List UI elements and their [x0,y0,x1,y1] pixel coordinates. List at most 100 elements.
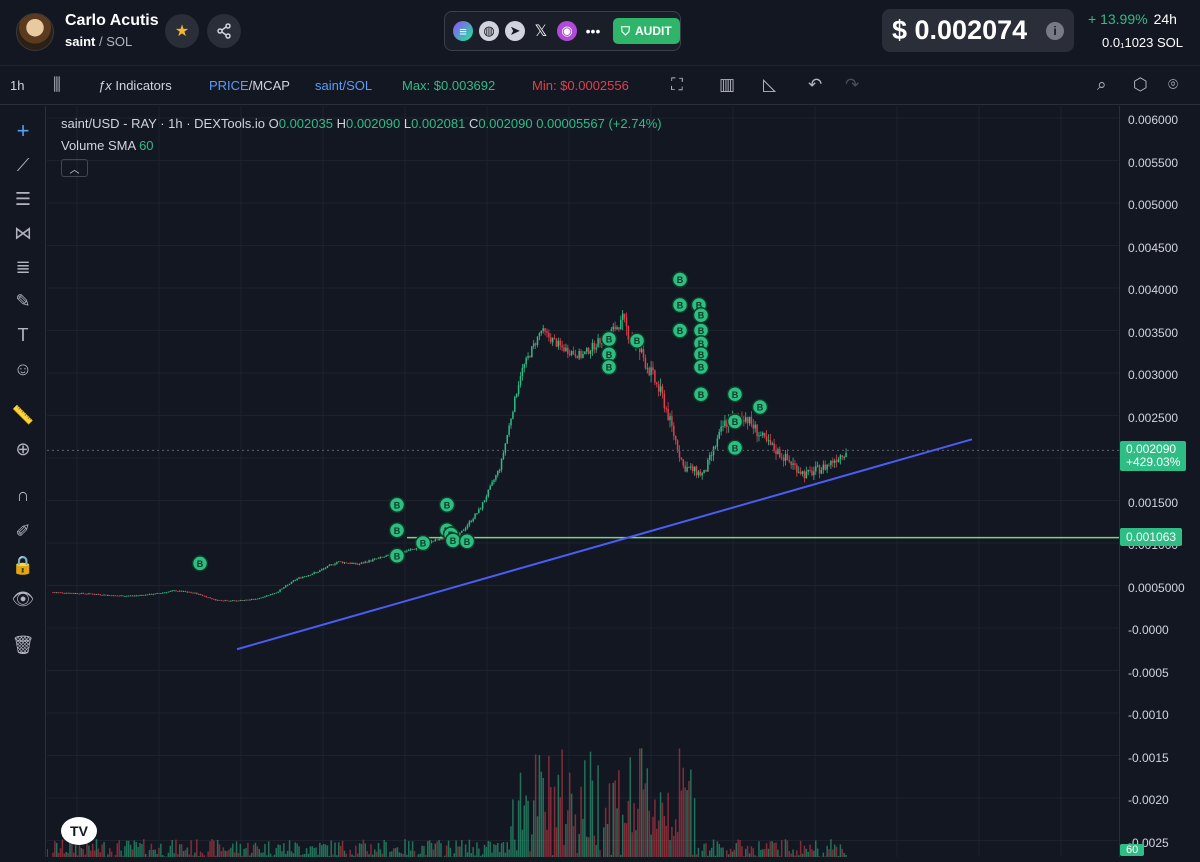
candle-body [575,354,576,356]
volume-bar [804,846,805,857]
undo-icon[interactable]: ↶ [808,75,822,95]
candle-body [215,599,216,600]
volume-bar [243,849,244,857]
volume-bar [771,841,772,857]
redo-icon[interactable]: ↷ [845,75,859,95]
candle-body [544,328,545,331]
volume-bar [741,846,742,857]
lock-drawing-icon[interactable]: ✐ [10,518,36,544]
volume-bar [255,843,256,857]
price-mcap-toggle[interactable]: PRICE/MCAP [209,78,290,93]
candle-body [209,597,210,598]
candle-body [139,595,140,596]
candle-body [766,437,767,441]
candle-body [126,596,127,597]
chart-canvas[interactable]: BBBBBBBBBBBBBBBBBBBBBBBBBBBB [47,106,1119,857]
candle-body [170,591,171,592]
ruler-icon[interactable]: 📏 [10,402,36,428]
volume-bar [436,841,437,857]
candle-body [156,593,157,594]
candle-body [200,594,201,595]
trash-icon[interactable]: 🗑 [10,632,36,658]
magnet-icon[interactable]: ∩ [10,482,36,508]
candle-body [773,443,774,450]
tradingview-logo[interactable]: TV [61,817,97,845]
volume-bar [766,843,767,857]
candle-body [804,471,805,478]
candle-body [554,338,555,339]
volume-bar [792,850,793,857]
candle-body [503,453,504,459]
collapse-legend-button[interactable]: ︿ [61,159,88,177]
platform-icon[interactable]: ◉ [557,21,577,41]
candle-body [828,465,829,466]
axis-tick: 0.005000 [1128,198,1178,212]
volume-bar [711,848,712,857]
volume-bar [578,834,579,857]
buy-marker-label: B [698,350,705,360]
volume-bar [493,844,494,857]
candle-body [463,530,464,531]
audit-button[interactable]: ⛉AUDIT [613,18,680,44]
share-button[interactable] [207,14,241,48]
buy-marker-label: B [677,275,684,285]
telegram-icon[interactable]: ➤ [505,21,525,41]
trend-line-icon[interactable]: ⟋ [10,152,36,178]
volume-bar [194,853,195,857]
candle-body [508,426,509,435]
line-chart-icon[interactable]: ◺ [763,75,776,95]
volume-bar [67,853,68,857]
volume-bar [111,852,112,857]
candle-body [370,560,371,561]
x-icon[interactable]: 𝕏 [531,21,551,41]
volume-bar [374,849,375,857]
volume-bar [310,846,311,857]
more-icon[interactable]: ••• [583,21,603,41]
volume-bar [414,851,415,857]
interval-selector[interactable]: 1h [10,78,24,93]
solana-icon[interactable]: ≡ [453,21,473,41]
volume-bar [673,836,674,857]
candle-body [100,594,101,595]
price-chart[interactable]: BBBBBBBBBBBBBBBBBBBBBBBBBBBB [47,106,1119,857]
crosshair-icon[interactable]: + [10,118,36,144]
candle-body [376,559,377,560]
horizontal-lines-icon[interactable]: ☰ [10,186,36,212]
text-icon[interactable]: T [10,322,36,348]
volume-bar [391,851,392,857]
globe-icon[interactable]: ◍ [479,21,499,41]
bar-chart-icon[interactable]: ▥ [719,75,735,95]
candle-body [71,593,72,594]
fullscreen-icon[interactable]: ⛶ [671,75,683,95]
indicators-button[interactable]: ƒx Indicators [98,78,172,93]
candle-body [484,500,485,502]
fib-icon[interactable]: ≣ [10,254,36,280]
quick-search-icon[interactable]: ⌕ [1097,75,1107,95]
candle-body [764,433,765,437]
star-icon: ★ [175,21,189,41]
camera-icon[interactable]: ⌾ [1168,75,1178,95]
info-icon[interactable]: i [1046,22,1064,40]
candle-body [821,470,822,474]
volume-bar [770,841,771,857]
candle-body [145,595,146,596]
emoji-icon[interactable]: ☺ [10,356,36,382]
lock-icon[interactable]: 🔒 [10,552,36,578]
candle-type-icon[interactable]: ⫼ [53,75,61,95]
eye-icon[interactable]: 👁 [10,586,36,612]
audit-label: AUDIT [635,24,672,38]
candle-body [694,467,695,472]
pattern-icon[interactable]: ⋈ [10,220,36,246]
candle-body [56,592,57,593]
volume-bar [224,851,225,857]
token-symbol: saint [65,34,95,49]
zoom-in-icon[interactable]: ⊕ [10,436,36,462]
candle-body [219,600,220,601]
candle-body [353,563,354,564]
settings-icon[interactable]: ⬡ [1133,75,1148,95]
candle-body [518,385,519,394]
favorite-star-button[interactable]: ★ [165,14,199,48]
pair-selector[interactable]: saint/SOL [315,78,372,93]
brush-icon[interactable]: ✎ [10,288,36,314]
